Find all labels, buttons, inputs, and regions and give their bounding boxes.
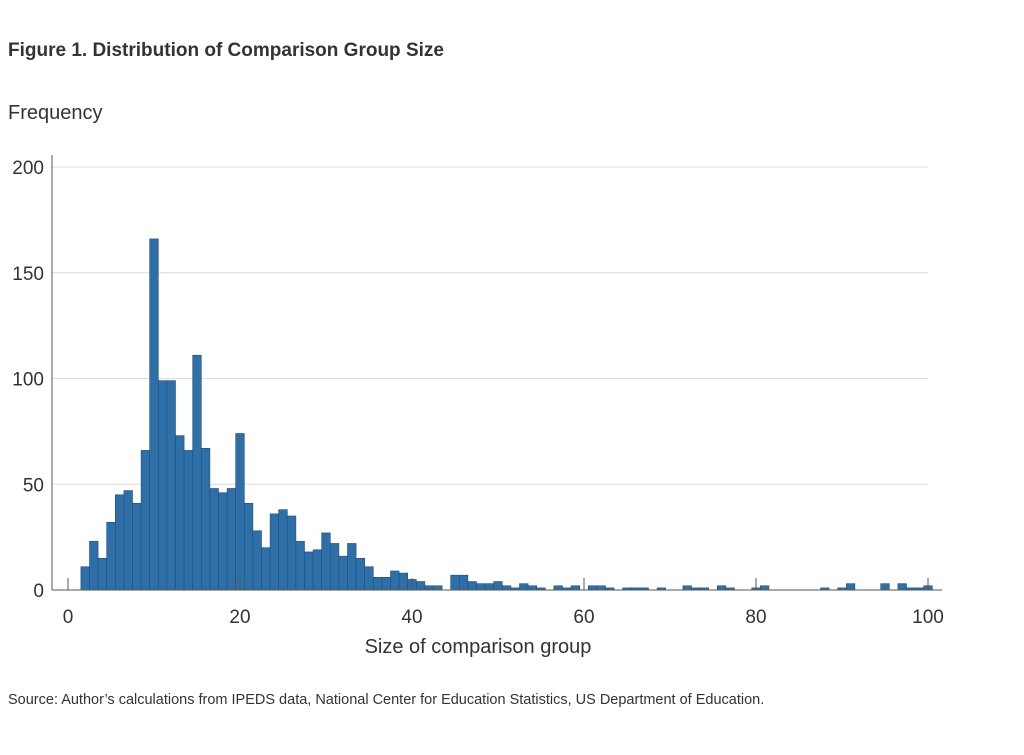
histogram-chart: 0 50 100 150 200 0 20 40 60 80 100 Size of compari… <box>12 155 944 658</box>
histogram-bar-28 <box>304 551 314 591</box>
y-axis-label: Frequency <box>8 102 103 124</box>
histogram-bar-8 <box>132 502 142 591</box>
histogram-bar-4 <box>97 557 107 591</box>
histogram-bar-51 <box>501 585 512 591</box>
histogram-bar-3 <box>89 541 99 591</box>
histogram-bar-12 <box>166 380 176 591</box>
histogram-bar-20 <box>235 433 245 591</box>
histogram-bar-23 <box>261 547 271 591</box>
histogram-bar-26 <box>286 515 297 591</box>
histogram-bar-27 <box>295 541 305 591</box>
histogram-bar-17 <box>209 488 219 591</box>
histogram-bar-10 <box>149 238 159 591</box>
histogram-bar-53 <box>519 583 529 591</box>
x-tick-label-80: 80 <box>745 607 766 628</box>
histogram-bar-47 <box>467 581 477 591</box>
histogram-bar-81 <box>759 585 770 591</box>
histogram-bar-9 <box>140 450 151 591</box>
histogram-bar-62 <box>596 585 606 591</box>
histogram-bar-22 <box>252 530 262 591</box>
histogram-bar-57 <box>553 585 563 591</box>
x-tick-label-20: 20 <box>229 607 250 628</box>
histogram-bar-13 <box>175 435 185 591</box>
histogram-bar-32 <box>338 555 348 591</box>
tick-labels: 0 50 100 150 200 0 20 40 60 80 100 <box>12 158 944 628</box>
histogram-bar-39 <box>398 572 409 591</box>
histogram-bars <box>80 238 933 591</box>
histogram-bar-76 <box>716 585 727 591</box>
y-tick-label-0: 0 <box>33 581 44 602</box>
histogram-bar-30 <box>321 532 331 591</box>
chart-title: Figure 1. Distribution of Comparison Gro… <box>8 40 444 61</box>
histogram-bar-42 <box>424 585 434 591</box>
histogram-bar-25 <box>278 509 288 591</box>
histogram-bar-54 <box>527 585 537 591</box>
histogram-bar-15 <box>192 354 202 591</box>
histogram-bar-2 <box>80 566 90 591</box>
histogram-bar-61 <box>587 585 598 591</box>
histogram-bar-95 <box>880 583 890 591</box>
histogram-bar-59 <box>570 585 580 591</box>
x-tick-label-100: 100 <box>912 607 944 628</box>
histogram-bar-97 <box>897 583 907 591</box>
histogram-bar-31 <box>329 543 340 591</box>
y-tick-label-50: 50 <box>23 475 44 496</box>
histogram-bar-33 <box>347 543 357 591</box>
histogram-bar-35 <box>364 566 374 591</box>
histogram-bar-50 <box>493 581 503 591</box>
histogram-bar-46 <box>458 574 469 591</box>
histogram-bar-29 <box>312 549 323 591</box>
histogram-bar-6 <box>115 494 125 591</box>
x-axis-label: Size of comparison group <box>365 636 592 658</box>
histogram-bar-43 <box>433 585 443 591</box>
histogram-bar-16 <box>201 447 211 591</box>
histogram-bar-37 <box>381 577 391 591</box>
histogram-bar-41 <box>415 581 426 591</box>
histogram-bar-91 <box>845 583 856 591</box>
x-tick-label-60: 60 <box>573 607 594 628</box>
histogram-bar-7 <box>123 490 133 591</box>
histogram-bar-24 <box>269 513 280 591</box>
histogram-bar-14 <box>183 450 194 591</box>
x-tick-label-40: 40 <box>401 607 422 628</box>
histogram-bar-36 <box>372 577 383 591</box>
histogram-bar-72 <box>682 585 692 591</box>
source-note: Source: Author’s calculations from IPEDS… <box>8 692 765 708</box>
histogram-bar-18 <box>218 492 228 591</box>
histogram-bar-48 <box>476 583 486 591</box>
histogram-bar-11 <box>158 380 168 591</box>
y-tick-label-150: 150 <box>12 264 44 285</box>
histogram-bar-5 <box>106 522 116 591</box>
histogram-bar-21 <box>244 502 254 591</box>
x-tick-label-0: 0 <box>63 607 74 628</box>
histogram-bar-38 <box>390 570 400 591</box>
y-tick-label-100: 100 <box>12 370 44 391</box>
histogram-bar-49 <box>484 583 495 591</box>
histogram-bar-34 <box>355 557 366 591</box>
y-tick-label-200: 200 <box>12 158 44 179</box>
histogram-bar-19 <box>226 488 237 591</box>
histogram-bar-45 <box>450 574 460 591</box>
axes <box>51 155 942 591</box>
